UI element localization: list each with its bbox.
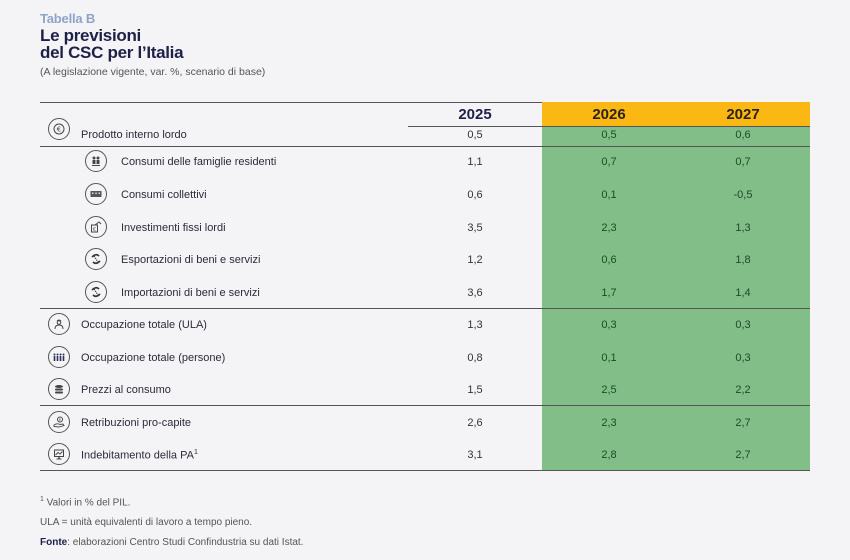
cell-2025: 0,6 (467, 189, 483, 201)
cell-2025: 1,3 (467, 319, 483, 331)
cell-2026: 0,1 (601, 189, 617, 201)
salary-hand-icon: € (48, 411, 70, 433)
cell-2027: 0,7 (735, 156, 751, 168)
cell-2025: 1,1 (467, 156, 483, 168)
footnote-marker: 1 (193, 449, 198, 456)
cell-2027: 1,8 (735, 254, 751, 266)
section-rule (40, 308, 810, 309)
cell-2027: 0,3 (735, 319, 751, 331)
buildings-icon (85, 183, 107, 205)
column-header-2027: 2027 (726, 106, 760, 123)
footnote-text: Valori in % del PIL. (43, 497, 131, 509)
row-label: Prezzi al consumo (81, 384, 171, 396)
table-row: Occupazione totale (ULA) 1,3 0,3 0,3 (0, 313, 850, 345)
column-header-2026: 2026 (592, 106, 626, 123)
trade-arrows-icon (85, 281, 107, 303)
svg-text:€: € (93, 227, 96, 233)
coins-icon (48, 378, 70, 400)
svg-text:€: € (57, 126, 61, 134)
cell-2026: 2,5 (601, 384, 617, 396)
euro-icon: € (48, 118, 70, 140)
cell-2027: 2,2 (735, 384, 751, 396)
source-text: : elaborazioni Centro Studi Confindustri… (67, 537, 304, 548)
table-row: Occupazione totale (persone) 0,8 0,1 0,3 (0, 346, 850, 378)
forecast-body-band (542, 126, 810, 470)
section-rule (40, 146, 810, 147)
row-label: Occupazione totale (ULA) (81, 319, 207, 331)
table-row: Importazioni di beni e servizi 3,6 1,7 1… (0, 281, 850, 313)
ula-note: ULA = unità equivalenti di lavoro a temp… (40, 517, 253, 528)
table-subtitle: (A legislazione vigente, var. %, scenari… (40, 66, 266, 78)
cell-2025: 3,1 (467, 449, 483, 461)
cell-2026: 0,3 (601, 319, 617, 331)
cell-2027: 0,6 (735, 129, 751, 141)
footnote: 1 Valori in % del PIL. (40, 496, 130, 508)
bottom-rule (40, 470, 810, 471)
table-row: Indebitamento della PA1 3,1 2,8 2,7 (0, 443, 850, 475)
cell-2026: 2,3 (601, 417, 617, 429)
table-kicker: Tabella B (40, 11, 96, 26)
row-label: Indebitamento della PA1 (81, 449, 198, 462)
family-icon (85, 150, 107, 172)
table-title: Le previsioni del CSC per l’Italia (40, 26, 184, 62)
cell-2025: 1,2 (467, 254, 483, 266)
forecast-header-band (542, 102, 810, 126)
row-label: Investimenti fissi lordi (121, 222, 226, 234)
cell-2026: 0,1 (601, 352, 617, 364)
top-rule (40, 102, 542, 103)
title-line-2: del CSC per l’Italia (40, 43, 184, 62)
cell-2027: 2,7 (735, 449, 751, 461)
row-label: Consumi collettivi (121, 189, 207, 201)
cell-2026: 2,3 (601, 222, 617, 234)
investment-icon: € (85, 216, 107, 238)
title-line-1: Le previsioni (40, 26, 141, 45)
people-icon (48, 346, 70, 368)
table-row: Consumi collettivi 0,6 0,1 -0,5 (0, 183, 850, 215)
cell-2026: 0,7 (601, 156, 617, 168)
source-label: Fonte (40, 537, 68, 548)
cell-2027: 1,4 (735, 287, 751, 299)
footnote-number: 1 (40, 496, 44, 503)
table-row: Esportazioni di beni e servizi 1,2 0,6 1… (0, 248, 850, 280)
cell-2027: 2,7 (735, 417, 751, 429)
row-label: Consumi delle famiglie residenti (121, 156, 277, 168)
row-label: Prodotto interno lordo (81, 129, 187, 141)
column-header-2025: 2025 (458, 106, 492, 123)
source-note: Fonte: elaborazioni Centro Studi Confind… (40, 537, 303, 548)
table-row: € Retribuzioni pro-capite 2,6 2,3 2,7 (0, 411, 850, 443)
cell-2025: 3,6 (467, 287, 483, 299)
table-row: Prezzi al consumo 1,5 2,5 2,2 (0, 378, 850, 410)
year-underline (408, 126, 810, 127)
cell-2026: 2,8 (601, 449, 617, 461)
cell-2027: 1,3 (735, 222, 751, 234)
table-row: € Prodotto interno lordo 0,5 0,5 0,6 (0, 118, 850, 150)
trade-arrows-icon (85, 248, 107, 270)
row-label: Retribuzioni pro-capite (81, 417, 192, 429)
cell-2026: 1,7 (601, 287, 617, 299)
cell-2025: 3,5 (467, 222, 483, 234)
table-row: € Investimenti fissi lordi 3,5 2,3 1,3 (0, 216, 850, 248)
row-label: Occupazione totale (persone) (81, 352, 226, 364)
row-label-text: Indebitamento della PA (81, 449, 194, 462)
svg-text:€: € (59, 418, 61, 422)
cell-2025: 2,6 (467, 417, 483, 429)
monitor-chart-icon (48, 443, 70, 465)
cell-2025: 0,8 (467, 352, 483, 364)
cell-2027: -0,5 (733, 189, 753, 201)
cell-2026: 0,6 (601, 254, 617, 266)
cell-2027: 0,3 (735, 352, 751, 364)
cell-2025: 1,5 (467, 384, 483, 396)
table-row: Consumi delle famiglie residenti 1,1 0,7… (0, 150, 850, 182)
worker-icon (48, 313, 70, 335)
cell-2026: 0,5 (601, 129, 617, 141)
row-label: Esportazioni di beni e servizi (121, 254, 261, 266)
row-label: Importazioni di beni e servizi (121, 287, 260, 299)
section-rule (40, 405, 810, 406)
cell-2025: 0,5 (467, 129, 483, 141)
